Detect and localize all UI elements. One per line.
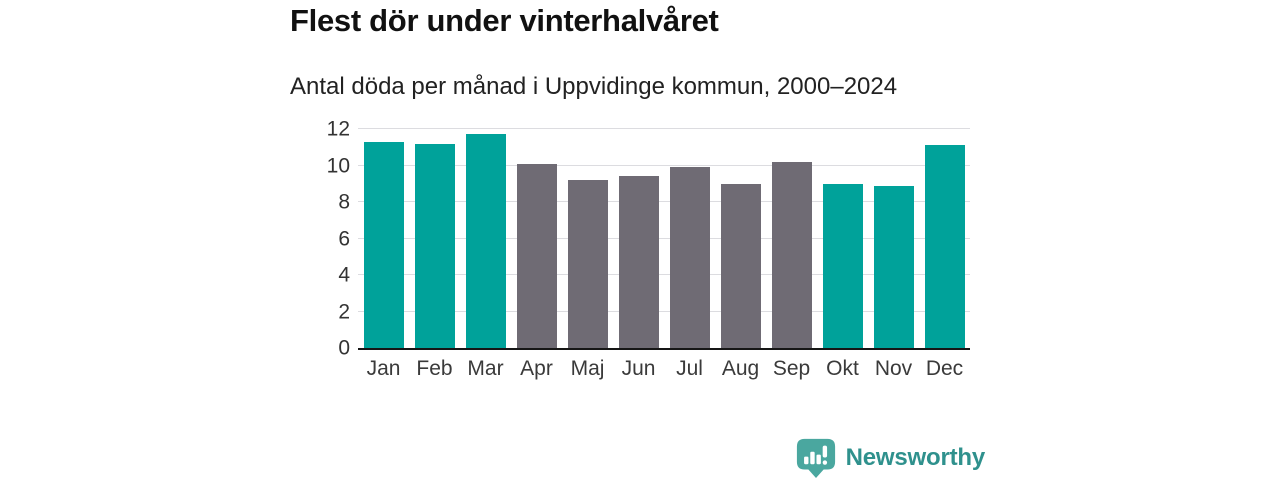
- gridline-2: [358, 310, 970, 312]
- bar-slot-apr: [511, 129, 562, 348]
- y-tick-label-4: 4: [338, 263, 350, 287]
- x-axis: Jan Feb Mar Apr Maj Jun Jul Aug Sep Okt Nov Dec: [358, 357, 970, 381]
- gridline-6: [358, 237, 970, 239]
- y-tick-label-6: 6: [338, 227, 350, 250]
- bar-maj: [567, 180, 608, 348]
- bar-nov: [873, 185, 914, 348]
- bar-slot-aug: [715, 129, 766, 348]
- bar-jul: [669, 167, 710, 348]
- newsworthy-logo-text: Newsworthy: [845, 444, 986, 471]
- x-tick-label-dec: Dec: [925, 357, 964, 380]
- bar-jan: [363, 141, 404, 348]
- x-tick-label-jan: Jan: [366, 357, 401, 380]
- newsworthy-logo-icon: [796, 438, 835, 479]
- bar-slot-maj: [562, 129, 613, 348]
- bar-slot-feb: [409, 129, 460, 348]
- bar-okt: [822, 183, 863, 348]
- bar-jun: [618, 176, 659, 348]
- x-tick-label-apr: Apr: [520, 357, 553, 380]
- x-tick-label-sep: Sep: [772, 357, 811, 380]
- gridline-10: [358, 164, 970, 166]
- bars-layer: [358, 129, 970, 348]
- bar-feb: [414, 143, 455, 348]
- y-axis: 0 2 4 6 8 10 12: [290, 119, 358, 359]
- gridline-4: [358, 274, 970, 275]
- bar-slot-mar: [460, 129, 511, 348]
- chart-subtitle: Antal döda per månad i Uppvidinge kommun…: [290, 73, 898, 100]
- bar-slot-okt: [817, 129, 868, 348]
- plot-area: [358, 128, 970, 350]
- bar-slot-jul: [664, 129, 715, 348]
- y-tick-label-0: 0: [338, 336, 350, 360]
- bar-slot-jan: [358, 129, 409, 348]
- bar-apr: [516, 163, 557, 348]
- y-tick-label-10: 10: [326, 154, 350, 177]
- x-tick-label-jul: Jul: [676, 357, 703, 380]
- gridline-12: [358, 128, 970, 129]
- page-title: Flest dör under vinterhalvåret: [290, 3, 719, 38]
- newsworthy-logo: Newsworthy: [795, 437, 985, 479]
- x-tick-label-aug: Aug: [721, 357, 760, 380]
- content-column: Flest dör under vinterhalvåret Antal död…: [290, 0, 990, 480]
- bar-dec: [924, 145, 965, 348]
- x-tick-label-nov: Nov: [874, 357, 913, 380]
- x-tick-label-mar: Mar: [467, 357, 504, 380]
- x-tick-label-okt: Okt: [826, 357, 859, 380]
- bar-sep: [771, 161, 812, 348]
- y-tick-label-2: 2: [338, 300, 350, 323]
- bar-chart: 0 2 4 6 8 10 12 Jan Feb Mar Apr Maj Jun Jul Aug Sep Okt…: [290, 119, 990, 381]
- y-tick-label-8: 8: [338, 190, 350, 214]
- bar-slot-jun: [613, 129, 664, 348]
- x-tick-label-jun: Jun: [621, 357, 656, 380]
- bar-slot-sep: [766, 129, 817, 348]
- y-tick-label-12: 12: [326, 117, 350, 141]
- plot-wrapper: Jan Feb Mar Apr Maj Jun Jul Aug Sep Okt Nov Dec: [358, 128, 970, 381]
- x-tick-label-maj: Maj: [570, 357, 605, 380]
- bar-slot-dec: [919, 129, 970, 348]
- bar-slot-nov: [868, 129, 919, 348]
- bar-aug: [720, 183, 761, 348]
- gridline-8: [358, 201, 970, 202]
- x-tick-label-feb: Feb: [416, 357, 453, 380]
- bar-mar: [465, 134, 506, 348]
